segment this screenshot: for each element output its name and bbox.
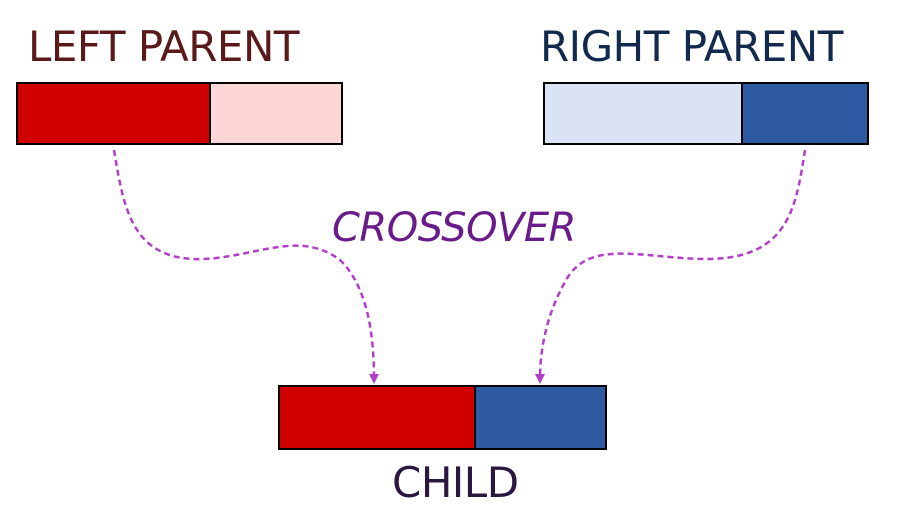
right-parent-title: RIGHT PARENT	[540, 22, 843, 71]
crossover-label: CROSSOVER	[332, 205, 576, 251]
child-title: CHILD	[392, 458, 519, 507]
right-parent-blue-segment	[741, 82, 869, 145]
left-parent-red-segment	[16, 82, 211, 145]
child-red-segment	[278, 385, 476, 450]
child-blue-segment	[474, 385, 607, 450]
right-parent-chromosome	[543, 82, 869, 145]
child-chromosome	[278, 385, 607, 450]
left-parent-chromosome	[16, 82, 343, 145]
right-crossover-arrow	[535, 149, 807, 384]
left-parent-pink-segment	[209, 82, 343, 145]
right-parent-lightblue-segment	[543, 82, 743, 145]
left-parent-title: LEFT PARENT	[28, 22, 300, 71]
left-crossover-arrow	[112, 149, 379, 384]
